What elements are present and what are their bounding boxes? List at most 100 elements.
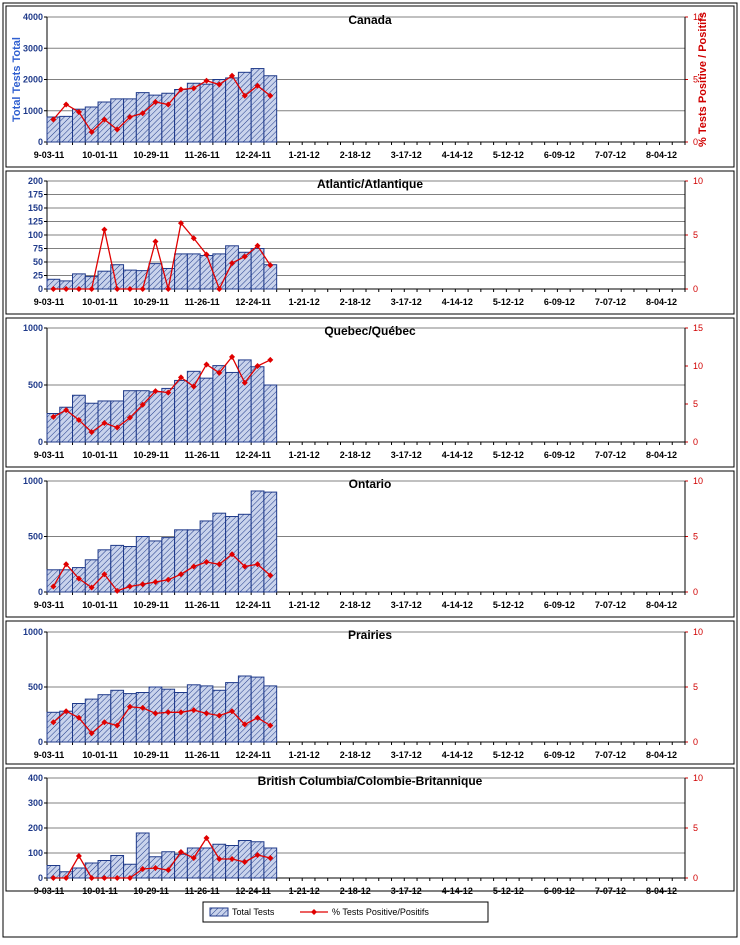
line-point — [126, 583, 133, 590]
y-tick-label: 200 — [28, 176, 43, 186]
line-point — [88, 429, 95, 436]
bar — [135, 692, 150, 743]
bar — [212, 512, 227, 593]
bar — [225, 371, 239, 443]
line-point — [267, 262, 274, 269]
x-tick-label: 4-14-12 — [442, 750, 473, 760]
x-tick-label: 8-04-12 — [646, 600, 677, 610]
x-tick-label: 9-03-11 — [34, 886, 65, 896]
bar — [186, 847, 201, 879]
bar — [110, 400, 125, 443]
line-point — [152, 710, 159, 717]
bar — [225, 77, 239, 143]
line-point — [75, 575, 82, 582]
y2-tick-label: 10 — [693, 476, 703, 486]
y-tick-label: 0 — [38, 587, 43, 597]
line-point — [88, 584, 95, 591]
y-tick-label: 500 — [28, 532, 43, 542]
x-tick-label: 8-04-12 — [646, 450, 677, 460]
legend-label-line: % Tests Positive/Positifs — [332, 907, 429, 917]
x-tick-label: 6-09-12 — [544, 150, 575, 160]
x-tick-label: 5-12-12 — [493, 297, 524, 307]
line-point — [229, 72, 236, 79]
line-point — [75, 714, 82, 721]
line-point — [50, 583, 57, 590]
line-point — [114, 875, 121, 881]
y-tick-label: 200 — [28, 823, 43, 833]
y2-tick-label: 0 — [693, 137, 698, 147]
y-axis-title: Total Tests Total — [11, 37, 23, 122]
line-point — [267, 855, 274, 861]
bar — [199, 520, 214, 593]
x-tick-label: 4-14-12 — [442, 450, 473, 460]
legend-swatch-bars — [209, 907, 229, 917]
bar — [263, 264, 278, 290]
line-point — [254, 561, 261, 568]
x-tick-label: 12-24-11 — [235, 886, 271, 896]
x-tick-label: 3-17-12 — [391, 750, 422, 760]
bar — [212, 253, 227, 290]
y-tick-label: 1000 — [23, 323, 43, 333]
line-point — [241, 253, 248, 260]
bar — [97, 549, 112, 593]
line-point — [177, 709, 184, 716]
line-point — [165, 867, 172, 873]
line-point — [50, 719, 57, 726]
x-tick-label: 10-29-11 — [133, 450, 169, 460]
x-tick-label: 3-17-12 — [391, 297, 422, 307]
line-point — [126, 286, 133, 292]
line-point — [241, 721, 248, 728]
x-tick-label: 3-17-12 — [391, 886, 422, 896]
bar — [97, 270, 112, 290]
x-tick-label: 9-03-11 — [34, 600, 65, 610]
line-point — [152, 865, 159, 871]
bar — [186, 82, 201, 143]
line-point — [216, 856, 223, 862]
line-point — [190, 707, 197, 714]
x-tick-label: 6-09-12 — [544, 450, 575, 460]
bar — [84, 402, 99, 443]
x-tick-label: 12-24-11 — [235, 600, 271, 610]
bar — [263, 384, 278, 443]
line-point — [190, 383, 197, 390]
bar — [263, 685, 278, 743]
line-point — [101, 226, 108, 233]
series-line — [53, 355, 271, 433]
x-tick-label: 9-03-11 — [34, 297, 65, 307]
bar — [186, 529, 201, 593]
bar — [199, 377, 214, 443]
x-tick-label: 3-17-12 — [391, 600, 422, 610]
x-tick-label: 4-14-12 — [442, 297, 473, 307]
line-point — [152, 579, 159, 586]
x-tick-label: 8-04-12 — [646, 750, 677, 760]
x-tick-label: 10-29-11 — [133, 297, 169, 307]
bar — [72, 867, 86, 879]
line-point — [50, 286, 57, 292]
y-tick-label: 400 — [28, 773, 43, 783]
line-point — [101, 875, 108, 881]
line-point — [177, 374, 184, 381]
x-tick-label: 5-12-12 — [493, 600, 524, 610]
line-point — [101, 420, 108, 426]
x-tick-label: 1-21-12 — [289, 150, 320, 160]
line-point — [50, 875, 57, 881]
x-tick-label: 12-24-11 — [235, 750, 271, 760]
y2-tick-label: 0 — [693, 873, 698, 883]
x-tick-label: 2-18-12 — [340, 750, 371, 760]
bar — [250, 248, 265, 290]
chart-panel-5: 0 500 1000 0 5 10 9-03-11 10-01-11 10-29-11 11-26… — [5, 620, 735, 765]
x-tick-label: 4-14-12 — [442, 886, 473, 896]
x-tick-label: 5-12-12 — [493, 750, 524, 760]
x-tick-label: 7-07-12 — [595, 150, 626, 160]
bar — [174, 692, 188, 743]
bar — [123, 98, 137, 143]
bar — [199, 847, 214, 879]
x-tick-label: 12-24-11 — [235, 297, 271, 307]
y-tick-label: 25 — [33, 271, 43, 281]
legend: Total Tests % Tests Positive/Positifs — [202, 901, 489, 923]
x-tick-label: 10-29-11 — [133, 600, 169, 610]
x-tick-label: 1-21-12 — [289, 886, 320, 896]
legend-swatch-marker — [311, 909, 317, 915]
line-point — [139, 581, 146, 588]
y2-tick-label: 5 — [693, 823, 698, 833]
